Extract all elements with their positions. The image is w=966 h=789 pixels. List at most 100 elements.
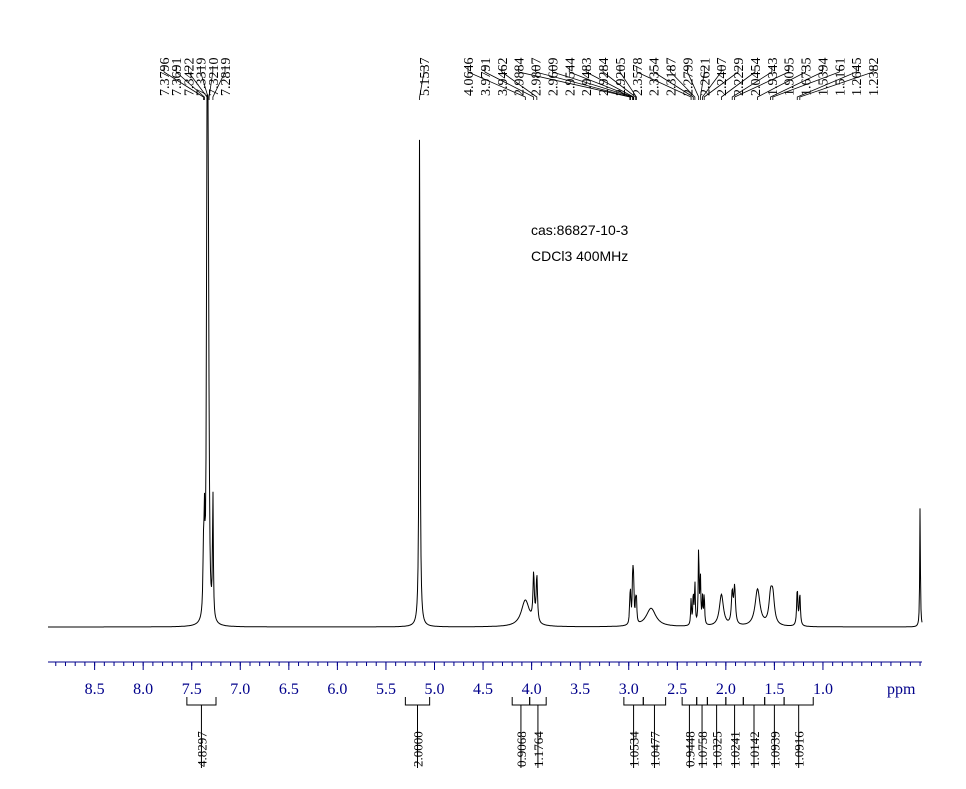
annotation-group: cas:86827-10-3 CDCl3 400MHz xyxy=(531,222,629,264)
integral-region: 1.0241 xyxy=(725,697,744,768)
peak-leader-line xyxy=(731,66,773,100)
integral-value-label: 1.0142 xyxy=(747,731,762,767)
integral-bracket xyxy=(186,697,217,706)
peak-leader-line xyxy=(175,66,205,100)
peak-leader-line xyxy=(796,66,857,100)
peak-leader-line xyxy=(163,66,204,100)
x-axis-tick-label: 3.5 xyxy=(570,681,590,698)
peak-leader-line xyxy=(467,66,526,100)
peak-label: 1.9343 xyxy=(766,58,781,97)
x-axis-tick-label: 2.5 xyxy=(667,681,687,698)
x-axis-tick-label: 5.0 xyxy=(425,681,445,698)
peak-label: 3.9462 xyxy=(496,58,511,97)
integral-bracket xyxy=(764,697,785,706)
peak-label: 2.9284 xyxy=(597,58,612,97)
peak-label: 3.9791 xyxy=(479,58,494,97)
peak-label: 1.6735 xyxy=(800,58,815,97)
peak-leader-line xyxy=(699,66,705,100)
integral-bracket xyxy=(529,697,547,706)
integral-value-label: 1.0241 xyxy=(728,731,743,767)
peak-leader-line xyxy=(799,66,874,100)
x-axis-tick-label: 8.0 xyxy=(133,681,153,698)
integral-bracket xyxy=(642,697,667,706)
integral-bracket xyxy=(681,697,698,706)
peak-leader-line xyxy=(636,66,692,100)
peak-label: 4.0646 xyxy=(462,58,477,97)
peak-leader-line xyxy=(208,66,214,100)
peak-leader-line xyxy=(535,66,631,100)
x-axis-tick-label: 4.5 xyxy=(473,681,493,698)
integral-value-label: 0.9068 xyxy=(514,731,529,767)
integral-value-label: 1.0939 xyxy=(767,731,782,767)
peak-leader-line xyxy=(552,66,633,100)
integral-region: 2.0000 xyxy=(404,697,431,768)
peak-leader-line xyxy=(212,66,226,100)
integral-value-label: 2.0000 xyxy=(411,731,426,767)
integral-region: 1.0939 xyxy=(764,697,785,768)
peak-label: 2.9205 xyxy=(614,58,629,97)
integral-value-label: 1.0325 xyxy=(710,731,725,767)
x-axis-tick-label: 6.0 xyxy=(327,681,347,698)
peak-leader-line xyxy=(585,66,635,100)
peak-leader-line xyxy=(702,66,722,100)
integral-value-label: 1.1764 xyxy=(531,731,546,767)
integral-region: 1.0758 xyxy=(695,697,710,768)
integral-region: 1.0477 xyxy=(642,697,667,768)
x-axis: 8.5 8.0 7.5 7.0 6.5 6.0 5.5 5.0 4.5 4.0 3.5 3.0 2.5 2… xyxy=(48,661,922,698)
peak-leader-line xyxy=(602,66,637,100)
peak-label: 7.2819 xyxy=(219,58,234,97)
peak-leader-line xyxy=(721,66,756,100)
x-axis-unit-label: ppm xyxy=(887,681,916,698)
peak-label: 2.9807 xyxy=(530,58,545,97)
spectrum-trace xyxy=(48,94,923,628)
integral-region: 1.1764 xyxy=(529,697,547,768)
integral-bracket xyxy=(706,697,727,706)
peak-leader-line xyxy=(419,66,425,100)
integral-bracket xyxy=(725,697,744,706)
integral-bracket xyxy=(511,697,531,706)
integral-region: 1.0534 xyxy=(623,697,644,768)
peak-label: 2.0454 xyxy=(749,58,764,97)
integral-region: 4.8297 xyxy=(186,697,217,768)
peak-label: 1.5394 xyxy=(816,58,831,97)
integral-bracket xyxy=(783,697,814,706)
integral-value-label: 1.0758 xyxy=(695,731,710,767)
x-axis-tick-label: 2.0 xyxy=(716,681,736,698)
peak-label: 5.1537 xyxy=(418,58,433,97)
integral-value-label: 4.8297 xyxy=(194,731,209,767)
peak-leader-line xyxy=(568,66,634,100)
integral-region: 0.9068 xyxy=(511,697,531,768)
x-axis-tick-label: 7.5 xyxy=(182,681,202,698)
peak-label: 7.3691 xyxy=(170,58,185,97)
x-axis-tick-label: 5.5 xyxy=(376,681,396,698)
integral-value-label: 0.9448 xyxy=(682,731,697,767)
peak-leader-line xyxy=(687,66,700,100)
peak-label: 2.2621 xyxy=(698,58,713,97)
peak-leader-line xyxy=(703,66,739,100)
peak-label: 2.2799 xyxy=(681,58,696,97)
cas-annotation: cas:86827-10-3 xyxy=(531,222,629,238)
peak-leader-line xyxy=(501,66,538,100)
peak-leader-line xyxy=(734,66,790,100)
peak-leader-lines xyxy=(163,66,874,100)
integral-bracket xyxy=(696,697,708,706)
integral-bracket xyxy=(404,697,431,706)
integral-bracket xyxy=(623,697,644,706)
integral-region: 1.0325 xyxy=(706,697,727,768)
peak-label: 1.2645 xyxy=(850,58,865,97)
peak-label: 2.3354 xyxy=(648,58,663,97)
integral-region: 1.0916 xyxy=(783,697,814,768)
x-axis-tick-label: 3.0 xyxy=(619,681,639,698)
peak-leader-line xyxy=(518,66,631,100)
integral-value-label: 1.0477 xyxy=(647,731,662,767)
peak-leader-line xyxy=(770,66,823,100)
integral-bracket xyxy=(742,697,766,706)
peak-leader-line xyxy=(653,66,694,100)
x-axis-tick-label: 1.0 xyxy=(813,681,833,698)
integral-value-label: 1.0916 xyxy=(792,731,807,767)
x-axis-tick-label: 4.0 xyxy=(522,681,542,698)
peak-leader-line xyxy=(670,66,696,100)
solvent-frequency-annotation: CDCl3 400MHz xyxy=(531,248,628,264)
peak-label: 1.9095 xyxy=(783,58,798,97)
